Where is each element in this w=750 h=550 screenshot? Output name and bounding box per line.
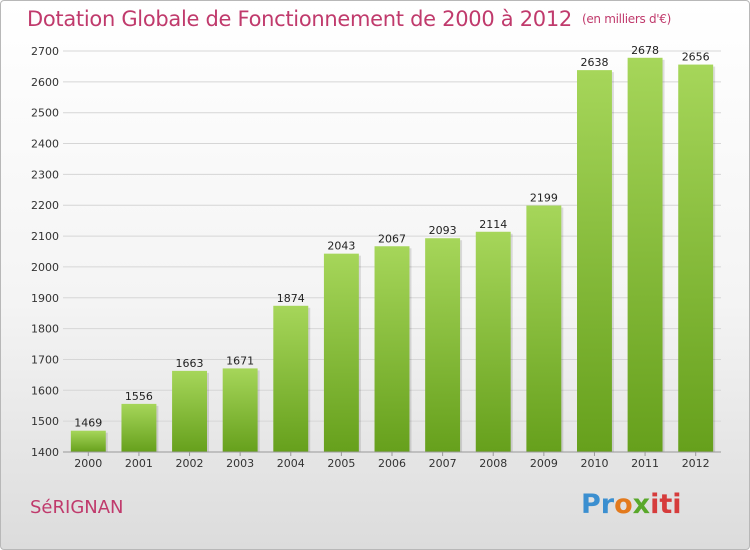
y-tick-label: 2600 [31,76,59,89]
y-tick-label: 1600 [31,384,59,397]
x-tick-label: 2002 [176,457,204,470]
bar [425,238,461,452]
x-tick-label: 2010 [580,457,608,470]
y-tick-label: 1900 [31,292,59,305]
y-tick-label: 1700 [31,353,59,366]
x-tick-label: 2006 [378,457,406,470]
bar [273,305,309,452]
logo-part: x [632,489,651,520]
bar [172,370,208,452]
x-axis: 2000 2001 2002 2003 2004 2005 2006 2007 2008 2009… [63,451,721,470]
logo-part: iti [650,489,682,520]
bars: 1469 1556 1663 1671 1874 2043 2067 2093 2114 2199… [70,44,716,452]
y-tick-label: 2200 [31,199,59,212]
y-tick-label: 1400 [31,446,59,459]
bar-value-label: 2114 [479,218,507,231]
bar-value-label: 2656 [682,51,710,64]
bar-value-label: 2043 [327,240,355,253]
bar-value-label: 2067 [378,232,406,245]
x-tick-label: 2000 [74,457,102,470]
y-axis: 1400 1500 1600 1700 1800 1900 2000 2100 2200 2300… [31,45,59,459]
x-tick-label: 2011 [631,457,659,470]
x-tick-label: 2005 [327,457,355,470]
x-tick-label: 2003 [226,457,254,470]
commune-name: SéRIGNAN [30,497,124,518]
bar-value-label: 2678 [631,44,659,57]
bar [222,368,258,452]
bar [70,430,106,452]
bar-value-label: 2638 [580,56,608,69]
proxiti-logo: Proxiti [581,489,682,520]
x-tick-label: 2008 [479,457,507,470]
bar-value-label: 1671 [226,354,254,367]
bar-value-label: 2093 [429,224,457,237]
bar [475,231,511,452]
x-tick-label: 2001 [125,457,153,470]
y-tick-label: 1800 [31,323,59,336]
y-tick-label: 2400 [31,138,59,151]
x-tick-label: 2009 [530,457,558,470]
y-tick-label: 2300 [31,168,59,181]
y-tick-label: 2000 [31,261,59,274]
bar [121,403,157,452]
bar [323,253,359,452]
chart-title: Dotation Globale de Fonctionnement de 20… [27,7,671,31]
y-tick-label: 2500 [31,107,59,120]
bar [576,70,612,452]
bar-value-label: 1556 [125,390,153,403]
bar-value-label: 1663 [176,357,204,370]
x-tick-label: 2007 [429,457,457,470]
x-tick-label: 2004 [277,457,305,470]
y-tick-label: 1500 [31,415,59,428]
bar [627,57,663,452]
bar-value-label: 1874 [277,292,305,305]
x-tick-label: 2012 [682,457,710,470]
chart-title-text: Dotation Globale de Fonctionnement de 20… [27,7,572,31]
logo-part: o [614,489,633,520]
y-tick-label: 2700 [31,45,59,58]
logo-part: Pr [581,489,615,520]
bar [678,64,714,452]
bar-value-label: 2199 [530,192,558,205]
y-tick-label: 2100 [31,230,59,243]
bar [374,246,410,452]
chart-unit: (en milliers d'€) [581,12,671,26]
bar-value-label: 1469 [74,417,102,430]
bar [526,205,562,452]
